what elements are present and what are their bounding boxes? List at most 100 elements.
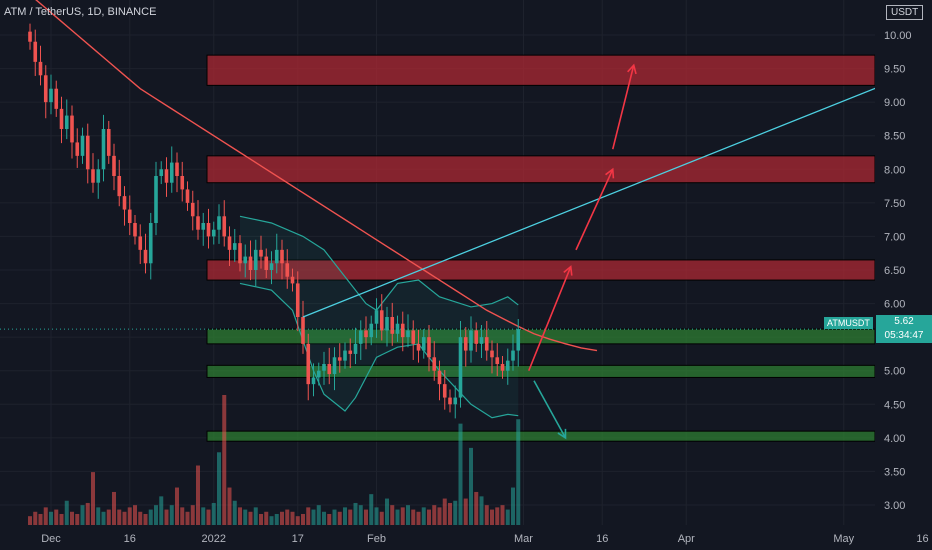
candle-body xyxy=(243,256,248,264)
volume-bar xyxy=(264,511,269,525)
volume-bar xyxy=(96,507,101,525)
candle-body xyxy=(274,249,279,264)
bar-countdown: 05:34:47 xyxy=(884,330,924,341)
volume-bar xyxy=(421,507,426,525)
candle-body xyxy=(28,31,32,42)
candle-body xyxy=(59,108,64,129)
candle-body xyxy=(206,223,211,237)
candle-body xyxy=(33,41,38,62)
resistance-zone xyxy=(206,54,876,86)
volume-bars xyxy=(28,395,521,525)
candle-body xyxy=(159,169,164,176)
volume-bar xyxy=(175,487,179,525)
candle-body xyxy=(91,169,95,183)
time-tick-label: Feb xyxy=(367,533,386,545)
volume-bar xyxy=(38,513,43,525)
arrow-head-up xyxy=(627,63,637,75)
candle-body xyxy=(164,169,169,183)
bollinger-lower-line xyxy=(239,282,519,419)
volume-bar xyxy=(222,395,227,525)
volume-bar xyxy=(337,511,342,525)
volume-bar xyxy=(259,513,263,525)
volume-bar xyxy=(295,516,300,525)
candle-body xyxy=(269,263,274,270)
volume-bar xyxy=(28,516,32,525)
candle-body xyxy=(290,276,295,284)
candle-body xyxy=(148,223,153,264)
candle-body xyxy=(185,189,190,203)
symbol-badge: ATMUSDT xyxy=(824,317,873,329)
volume-bar xyxy=(316,505,321,525)
volume-bar xyxy=(448,502,452,525)
volume-bar xyxy=(253,507,258,525)
candle-body xyxy=(474,330,479,344)
volume-bar xyxy=(474,491,479,525)
candle-body xyxy=(295,283,300,317)
candle-body xyxy=(511,350,515,361)
volume-bar xyxy=(301,513,305,525)
volume-bar xyxy=(227,487,232,525)
candle-body xyxy=(379,310,384,331)
candle-body xyxy=(133,223,137,237)
volume-bar xyxy=(369,494,374,525)
price-tick-label: 6.00 xyxy=(884,299,905,311)
price-tick-label: 9.50 xyxy=(884,64,905,76)
time-tick-label: May xyxy=(833,533,854,545)
volume-bar xyxy=(54,509,59,525)
price-tick-label: 5.00 xyxy=(884,366,905,378)
price-tick-label: 4.50 xyxy=(884,399,905,411)
price-tick-label: 3.00 xyxy=(884,500,905,512)
volume-bar xyxy=(91,472,95,525)
time-tick-label: 16 xyxy=(916,533,928,545)
price-axis[interactable]: 3.003.504.004.505.005.506.006.507.007.50… xyxy=(875,0,932,550)
volume-bar xyxy=(416,511,421,525)
volume-bar xyxy=(406,505,410,525)
volume-bar xyxy=(117,509,122,525)
candle-body xyxy=(469,330,473,351)
volume-bar xyxy=(453,500,458,525)
arrow-head-up xyxy=(563,265,573,276)
time-axis[interactable]: Dec 16 2022 17 Feb Mar 16 Apr May 16 xyxy=(0,525,929,550)
arrow-up xyxy=(611,65,635,150)
trendline xyxy=(302,64,932,318)
candle-body xyxy=(332,357,337,375)
candle-body xyxy=(232,243,237,250)
chart-title: ATM / TetherUS, 1D, BINANCE xyxy=(4,6,157,18)
candle-body xyxy=(327,364,332,375)
volume-bar xyxy=(185,511,190,525)
arrow-down xyxy=(533,380,567,439)
candle-body xyxy=(348,350,353,354)
price-tick-label: 6.50 xyxy=(884,265,905,277)
candle-body xyxy=(217,216,221,230)
candle-body xyxy=(43,75,48,103)
candle-body xyxy=(337,357,342,361)
volume-bar xyxy=(385,498,389,525)
bollinger-upper-line xyxy=(239,215,519,312)
candle-body xyxy=(280,249,284,264)
price-tick-label: 10.00 xyxy=(884,30,912,42)
candle-body xyxy=(127,209,132,223)
last-price-value: 5.62 xyxy=(894,316,914,327)
candle-body xyxy=(138,236,143,250)
last-price-tag: 5.62 05:34:47 xyxy=(876,315,932,343)
candle-body xyxy=(505,360,510,371)
volume-bar xyxy=(101,511,106,525)
candle-body xyxy=(227,236,232,250)
candle-body xyxy=(211,229,216,237)
currency-badge[interactable]: USDT xyxy=(886,5,924,20)
volume-bar xyxy=(358,505,363,525)
candle-body xyxy=(369,323,374,338)
candle-body xyxy=(285,263,290,277)
candle-body xyxy=(437,370,442,385)
candle-body xyxy=(64,115,69,129)
time-tick-label: 16 xyxy=(596,533,608,545)
candle-body xyxy=(364,330,368,338)
volume-bar xyxy=(285,509,290,525)
volume-bar xyxy=(411,509,416,525)
time-tick-label: Apr xyxy=(678,533,695,545)
price-tick-label: 4.00 xyxy=(884,433,905,445)
volume-bar xyxy=(274,513,279,525)
volume-bar xyxy=(505,509,510,525)
volume-bar xyxy=(232,500,237,525)
